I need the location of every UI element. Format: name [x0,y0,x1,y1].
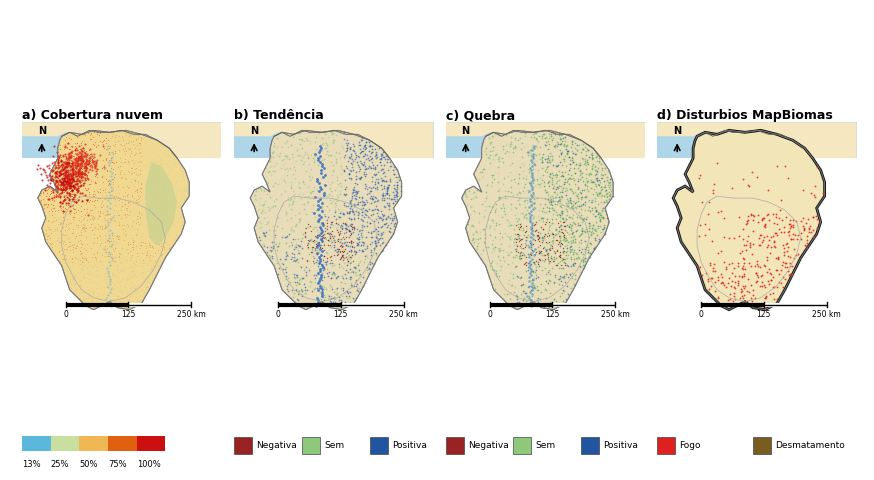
Text: 75%: 75% [108,460,127,469]
Text: 13%: 13% [22,460,40,469]
Text: 0: 0 [698,310,704,319]
Text: 25%: 25% [51,460,69,469]
Text: 0: 0 [63,310,68,319]
Polygon shape [250,131,402,310]
Polygon shape [234,122,434,158]
Polygon shape [461,131,614,310]
Text: Positiva: Positiva [392,441,427,450]
Bar [234,122,434,158]
Text: 50%: 50% [80,460,98,469]
Text: Sem: Sem [324,441,344,450]
Text: Negativa: Negativa [468,441,509,450]
Text: Positiva: Positiva [603,441,638,450]
Text: 100%: 100% [136,460,161,469]
Bar [514,437,531,454]
Bar [22,436,51,451]
Bar [581,437,600,454]
Polygon shape [22,122,221,158]
Text: Negativa: Negativa [256,441,297,450]
Text: Fogo: Fogo [679,441,701,450]
Polygon shape [657,122,857,158]
Text: 125: 125 [757,310,771,319]
Bar [136,436,165,451]
Text: 250 km: 250 km [389,310,418,319]
Text: N: N [673,126,681,136]
Polygon shape [145,162,177,246]
Text: Desmatamento: Desmatamento [775,441,844,450]
Polygon shape [38,131,190,310]
Bar [22,122,221,158]
Text: b) Tendência: b) Tendência [234,109,324,122]
Text: 250 km: 250 km [600,310,629,319]
Bar [234,437,253,454]
Bar [302,437,320,454]
Polygon shape [673,131,825,310]
Text: 125: 125 [334,310,348,319]
Text: 250 km: 250 km [177,310,205,319]
Bar [370,437,388,454]
Text: 0: 0 [487,310,492,319]
Polygon shape [446,122,645,158]
Text: N: N [461,126,469,136]
Text: N: N [38,126,45,136]
Text: 125: 125 [545,310,559,319]
Bar [657,122,857,158]
Text: c) Quebra: c) Quebra [446,109,515,122]
Text: a) Cobertura nuvem: a) Cobertura nuvem [22,109,163,122]
Bar [657,437,676,454]
Bar [51,436,80,451]
Text: d) Disturbios MapBiomas: d) Disturbios MapBiomas [657,109,833,122]
Bar [446,122,645,158]
Text: 125: 125 [121,310,135,319]
Text: N: N [250,126,258,136]
Text: 0: 0 [275,310,281,319]
Bar [753,437,771,454]
Bar [446,437,464,454]
Text: Sem: Sem [536,441,556,450]
Bar [108,436,136,451]
Text: 250 km: 250 km [812,310,841,319]
Bar [80,436,108,451]
